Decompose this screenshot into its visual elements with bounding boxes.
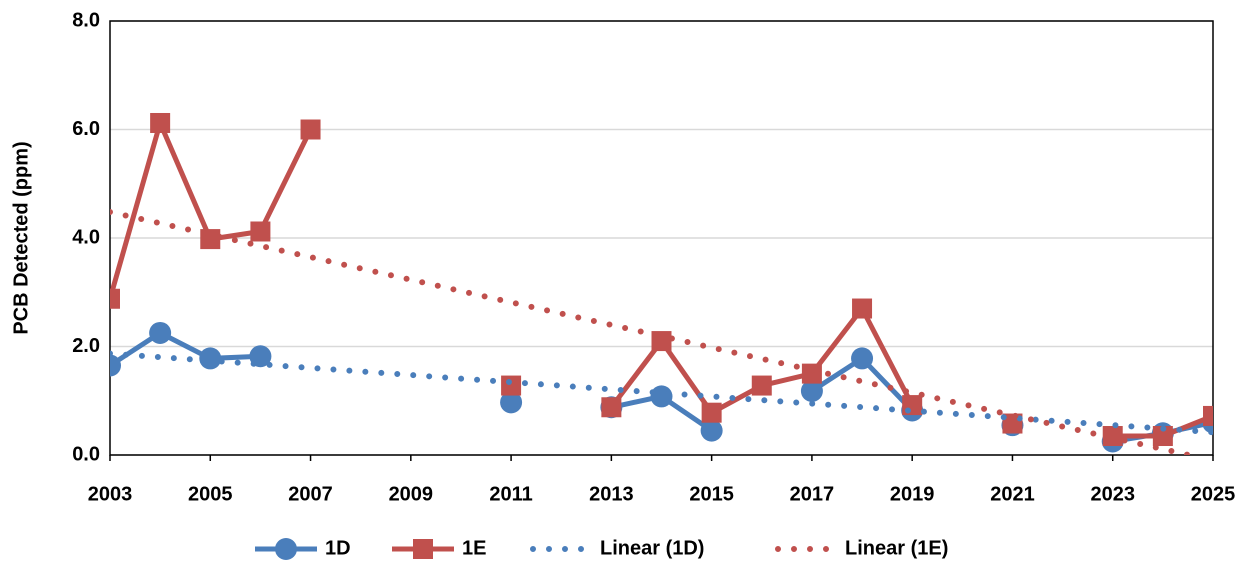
- x-tick-label: 2023: [1090, 483, 1135, 505]
- y-axis-label: PCB Detected (ppm): [10, 141, 32, 334]
- marker: [751, 375, 772, 396]
- legend-marker: [275, 538, 297, 560]
- marker: [650, 385, 673, 408]
- legend-label: 1E: [462, 537, 486, 559]
- trend-line: [110, 208, 1203, 455]
- marker: [851, 347, 874, 370]
- x-tick-label: 2015: [689, 483, 734, 505]
- marker: [110, 288, 120, 309]
- legend-marker: [413, 539, 433, 559]
- marker: [501, 375, 522, 396]
- marker: [1152, 426, 1173, 447]
- marker: [110, 354, 121, 377]
- marker: [199, 347, 222, 370]
- plot-area: [110, 112, 1213, 455]
- marker: [601, 397, 622, 418]
- marker: [701, 402, 722, 423]
- x-tick-label: 2017: [790, 483, 835, 505]
- legend-label: Linear (1E): [845, 537, 948, 559]
- legend-label: Linear (1D): [600, 537, 704, 559]
- marker: [902, 395, 923, 416]
- x-tick-label: 2021: [990, 483, 1035, 505]
- y-tick-label: 6.0: [72, 118, 100, 140]
- marker: [1102, 426, 1123, 447]
- x-tick-label: 2007: [288, 483, 333, 505]
- y-tick-label: 2.0: [72, 335, 100, 357]
- marker: [800, 379, 823, 402]
- y-tick-label: 8.0: [72, 9, 100, 31]
- x-tick-label: 2025: [1191, 483, 1236, 505]
- marker: [852, 298, 873, 319]
- x-tick-label: 2019: [890, 483, 935, 505]
- x-tick-label: 2013: [589, 483, 634, 505]
- marker: [300, 119, 321, 140]
- marker: [149, 321, 172, 344]
- plot-frame: [109, 20, 1214, 456]
- x-tick-label: 2003: [88, 483, 133, 505]
- marker: [801, 363, 822, 384]
- x-tick-label: 2009: [389, 483, 434, 505]
- marker: [250, 221, 271, 242]
- marker: [500, 391, 523, 414]
- marker: [150, 112, 171, 133]
- legend-label: 1D: [325, 537, 351, 559]
- marker: [700, 419, 723, 442]
- y-tick-label: 4.0: [72, 226, 100, 248]
- x-tick-label: 2011: [489, 483, 532, 505]
- y-tick-label: 0.0: [72, 443, 100, 465]
- marker: [1203, 405, 1213, 426]
- x-tick-label: 2005: [188, 483, 233, 505]
